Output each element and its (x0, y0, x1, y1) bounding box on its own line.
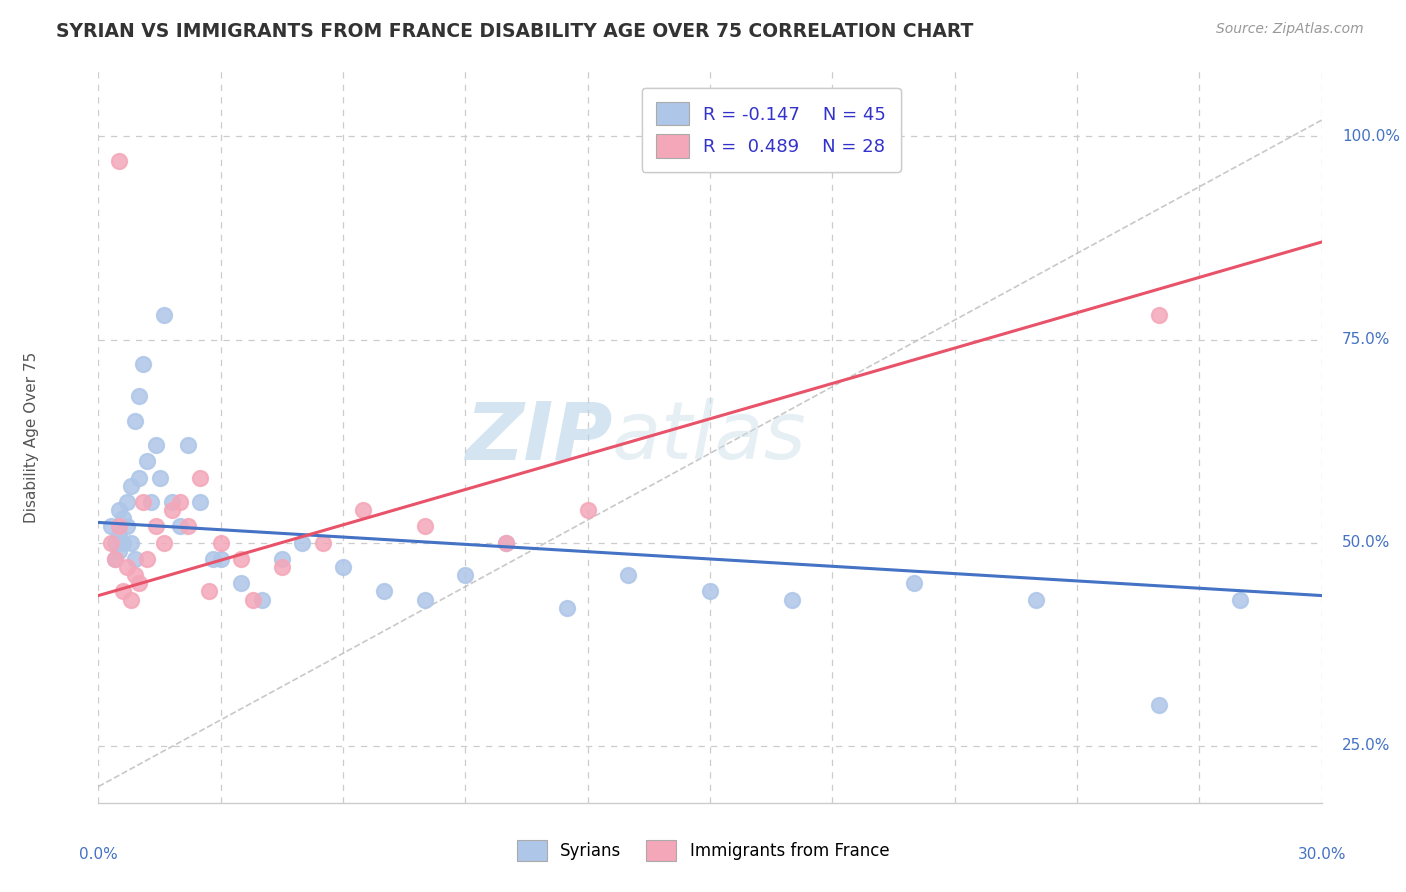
Point (177, 438, 200, 452)
Text: atlas: atlas (612, 398, 807, 476)
Point (270, 560, 294, 574)
Point (242, 592, 264, 607)
Point (231, 576, 253, 591)
Point (1025, 592, 1047, 607)
Point (111, 584, 134, 599)
Point (100, 519, 122, 533)
Point (160, 495, 183, 509)
Point (454, 568, 477, 582)
Text: 100.0%: 100.0% (1343, 128, 1400, 144)
Point (128, 576, 150, 591)
Point (903, 576, 925, 591)
Point (1147, 308, 1170, 322)
Point (413, 519, 436, 533)
Point (104, 552, 127, 566)
Point (197, 584, 219, 599)
Point (108, 153, 131, 168)
Point (145, 519, 167, 533)
Point (169, 495, 191, 509)
Point (111, 511, 134, 525)
Point (373, 584, 395, 599)
Point (352, 503, 374, 517)
Point (120, 479, 142, 493)
Point (152, 535, 174, 549)
Point (699, 584, 721, 599)
Point (231, 552, 253, 566)
Point (124, 552, 146, 566)
Point (576, 503, 599, 517)
Point (250, 592, 273, 607)
Point (108, 503, 131, 517)
Text: 50.0%: 50.0% (1343, 535, 1391, 550)
Text: SYRIAN VS IMMIGRANTS FROM FRANCE DISABILITY AGE OVER 75 CORRELATION CHART: SYRIAN VS IMMIGRANTS FROM FRANCE DISABIL… (56, 22, 973, 41)
Point (128, 389, 150, 403)
Point (780, 592, 803, 607)
Legend: Syrians, Immigrants from France: Syrians, Immigrants from France (503, 827, 903, 875)
Text: 75.0%: 75.0% (1343, 332, 1391, 347)
Text: 25.0%: 25.0% (1343, 739, 1391, 754)
Point (115, 495, 138, 509)
Point (124, 568, 146, 582)
Point (188, 471, 212, 485)
Point (108, 544, 131, 558)
Point (115, 560, 138, 574)
Point (145, 438, 167, 452)
Text: Disability Age Over 75: Disability Age Over 75 (24, 351, 38, 523)
Point (1147, 698, 1170, 713)
Point (132, 357, 155, 371)
Point (332, 560, 354, 574)
Point (111, 535, 134, 549)
Point (201, 552, 224, 566)
Point (160, 503, 183, 517)
Point (617, 568, 640, 582)
Point (100, 535, 122, 549)
Point (413, 592, 436, 607)
Text: ZIP: ZIP (465, 398, 612, 476)
Point (108, 527, 131, 541)
Point (312, 535, 335, 549)
Text: Source: ZipAtlas.com: Source: ZipAtlas.com (1216, 22, 1364, 37)
Point (104, 535, 127, 549)
Point (188, 495, 212, 509)
Point (177, 519, 200, 533)
Legend: R = -0.147    N = 45, R =  0.489    N = 28: R = -0.147 N = 45, R = 0.489 N = 28 (641, 87, 901, 172)
Point (104, 552, 127, 566)
Point (1229, 592, 1251, 607)
Point (209, 552, 232, 566)
Point (209, 535, 232, 549)
Point (152, 308, 174, 322)
Point (124, 414, 146, 428)
Point (120, 592, 142, 607)
Point (136, 454, 159, 468)
Point (108, 519, 131, 533)
Point (169, 519, 191, 533)
Point (291, 535, 314, 549)
Point (120, 535, 142, 549)
Point (495, 535, 517, 549)
Point (132, 495, 155, 509)
Point (270, 552, 294, 566)
Point (495, 535, 517, 549)
Point (136, 552, 159, 566)
Text: 0.0%: 0.0% (79, 847, 118, 863)
Point (141, 495, 163, 509)
Point (149, 471, 172, 485)
Point (115, 519, 138, 533)
Point (128, 471, 150, 485)
Point (555, 600, 579, 615)
Text: 30.0%: 30.0% (1298, 847, 1346, 863)
